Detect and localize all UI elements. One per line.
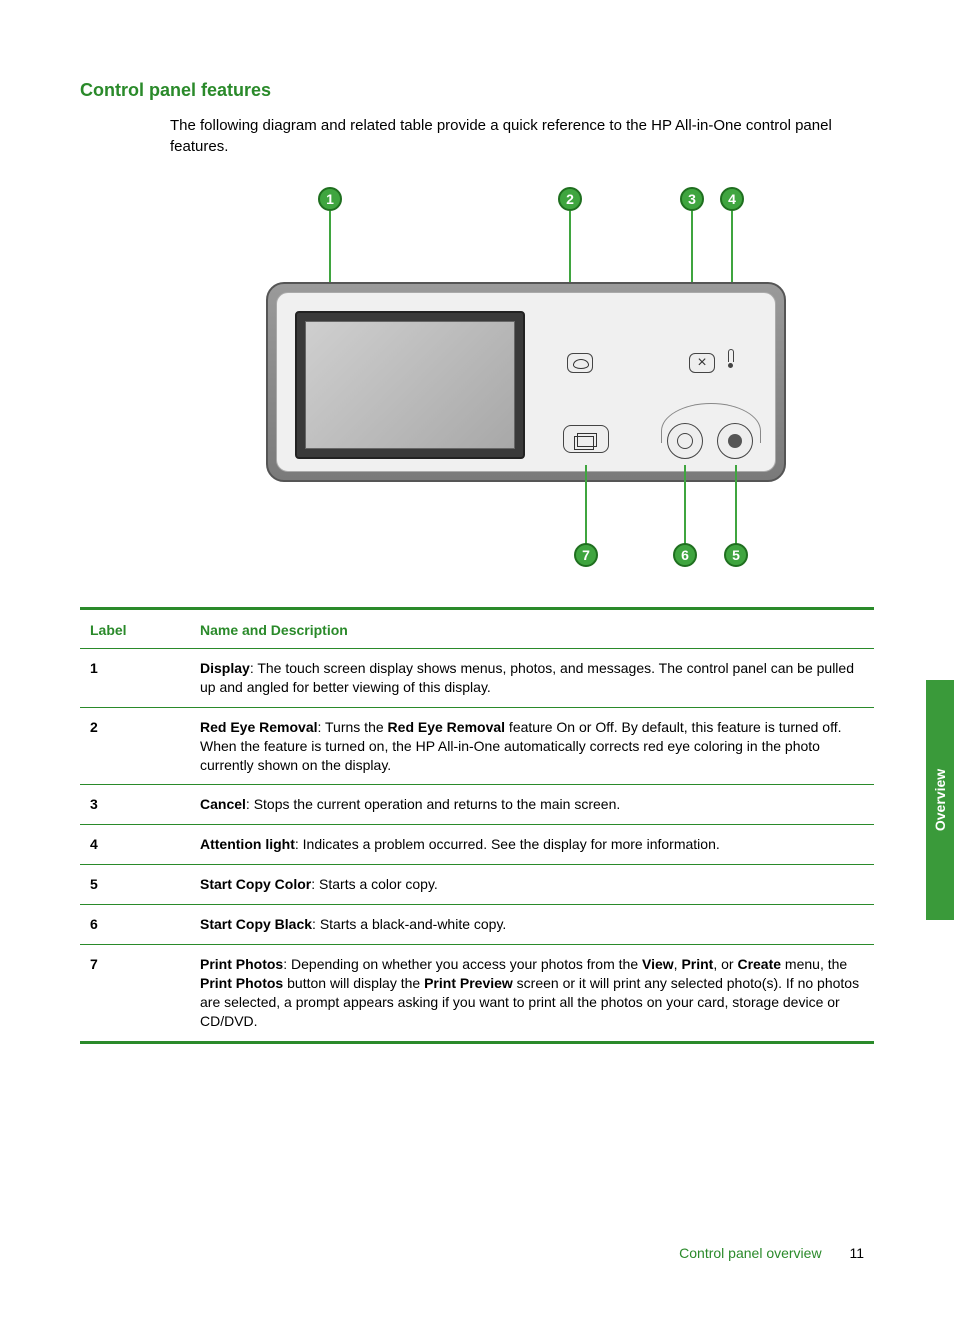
table-row: 7 Print Photos: Depending on whether you… bbox=[80, 945, 874, 1043]
cell-desc: Cancel: Stops the current operation and … bbox=[190, 785, 874, 825]
leader-6 bbox=[684, 465, 686, 545]
copy-black-button-icon bbox=[667, 423, 703, 459]
cell-desc: Red Eye Removal: Turns the Red Eye Remov… bbox=[190, 707, 874, 785]
table-row: 1 Display: The touch screen display show… bbox=[80, 649, 874, 708]
cell-label: 7 bbox=[80, 945, 190, 1043]
table-row: 3 Cancel: Stops the current operation an… bbox=[80, 785, 874, 825]
table-row: 5 Start Copy Color: Starts a color copy. bbox=[80, 865, 874, 905]
cell-desc: Start Copy Black: Starts a black-and-whi… bbox=[190, 905, 874, 945]
table-row: 6 Start Copy Black: Starts a black-and-w… bbox=[80, 905, 874, 945]
footer-page-number: 11 bbox=[849, 1245, 864, 1261]
print-photos-button-icon bbox=[563, 425, 609, 453]
cell-desc: Display: The touch screen display shows … bbox=[190, 649, 874, 708]
callout-4: 4 bbox=[720, 187, 744, 211]
screen-bezel bbox=[295, 311, 525, 459]
cell-desc: Attention light: Indicates a problem occ… bbox=[190, 825, 874, 865]
side-tab: Overview bbox=[926, 680, 954, 920]
intro-paragraph: The following diagram and related table … bbox=[170, 115, 874, 157]
col-header-desc: Name and Description bbox=[190, 609, 874, 649]
table-row: 4 Attention light: Indicates a problem o… bbox=[80, 825, 874, 865]
callout-1: 1 bbox=[318, 187, 342, 211]
page-footer: Control panel overview 11 bbox=[679, 1245, 864, 1261]
leader-5 bbox=[735, 465, 737, 545]
cancel-button-icon bbox=[689, 353, 715, 373]
cell-label: 5 bbox=[80, 865, 190, 905]
table-row: 2 Red Eye Removal: Turns the Red Eye Rem… bbox=[80, 707, 874, 785]
callout-7: 7 bbox=[574, 543, 598, 567]
cell-label: 6 bbox=[80, 905, 190, 945]
cell-label: 3 bbox=[80, 785, 190, 825]
leader-1 bbox=[329, 211, 331, 291]
touch-display bbox=[305, 321, 515, 449]
copy-color-button-icon bbox=[717, 423, 753, 459]
features-table: Label Name and Description 1 Display: Th… bbox=[80, 607, 874, 1044]
cell-label: 1 bbox=[80, 649, 190, 708]
panel-bezel bbox=[266, 282, 786, 482]
callout-2: 2 bbox=[558, 187, 582, 211]
side-tab-label: Overview bbox=[932, 769, 948, 831]
leader-7 bbox=[585, 465, 587, 545]
col-header-label: Label bbox=[80, 609, 190, 649]
cell-label: 4 bbox=[80, 825, 190, 865]
callout-5: 5 bbox=[724, 543, 748, 567]
control-panel-diagram: 1 2 3 4 7 6 5 bbox=[170, 187, 690, 577]
panel-face bbox=[276, 292, 776, 472]
cell-label: 2 bbox=[80, 707, 190, 785]
section-heading: Control panel features bbox=[80, 80, 874, 101]
callout-6: 6 bbox=[673, 543, 697, 567]
red-eye-button-icon bbox=[567, 353, 593, 373]
cell-desc: Print Photos: Depending on whether you a… bbox=[190, 945, 874, 1043]
footer-section-title: Control panel overview bbox=[679, 1245, 821, 1261]
attention-light-icon bbox=[727, 349, 735, 371]
cell-desc: Start Copy Color: Starts a color copy. bbox=[190, 865, 874, 905]
callout-3: 3 bbox=[680, 187, 704, 211]
